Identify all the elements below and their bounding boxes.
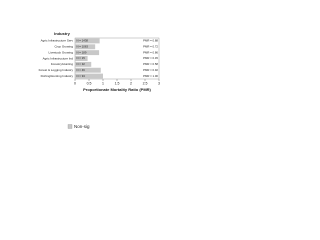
y-tick-label: Livestock Growing [48,50,73,54]
y-tick-label: Agric Infrastructure Ind [43,56,74,60]
count-label: N = 15 [77,56,86,60]
value-label: PMR = 0.92 [143,68,158,72]
y-tick-label: Forest & Logging Industry [39,68,74,72]
count-label: N = 46 [77,68,86,72]
y-tick-label: Crop Growing [54,45,73,49]
legend-swatch [67,124,73,129]
bar [75,38,100,44]
value-label: PMR = 0.72 [143,45,158,49]
value-label: PMR = 0.45 [143,56,158,60]
y-tick-label: Forestry/Hunting [51,62,74,66]
x-tick-label: 0 [74,81,76,85]
count-label: N = 1438 [77,39,89,43]
legend-label: Non-sig [74,124,90,129]
count-label: N = 1063 [77,45,89,49]
bar [75,44,96,50]
x-tick-label: 2.5 [143,81,148,85]
bar [75,61,92,67]
bar [75,56,88,61]
count-label: N = 94 [77,74,86,78]
bar [75,67,101,73]
x-tick-label: 3 [158,81,160,85]
bar [75,73,103,79]
x-axis-label: Proportionate Mortality Ratio (PMR) [83,87,151,92]
x-tick-label: 1 [102,81,104,85]
value-label: PMR = 1.00 [143,74,158,78]
bar [75,50,100,56]
value-label: PMR = 0.88 [143,39,158,43]
value-label: PMR = 0.86 [143,50,158,54]
y-tick-label: Fishing/Hunting Industry [41,74,74,78]
x-tick-label: 2 [130,81,132,85]
count-label: N = 32 [77,62,86,66]
value-label: PMR = 0.58 [143,62,158,66]
x-tick-label: 1.5 [115,81,120,85]
count-label: N = 189 [77,50,87,54]
category-title: Industry [54,31,71,36]
chart: Industry Proportionate Mortality Ratio (… [39,31,160,129]
y-tick-label: Agric Infrastructure Serv [41,39,74,43]
x-tick-label: 0.5 [87,81,92,85]
